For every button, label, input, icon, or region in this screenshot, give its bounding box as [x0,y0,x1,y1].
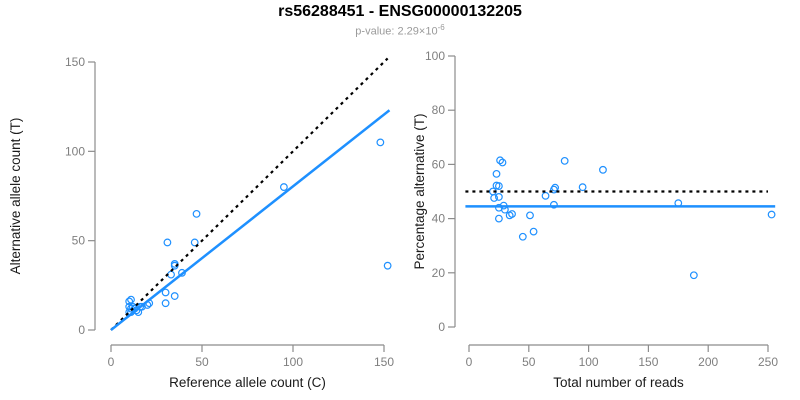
y-tick-label: 80 [432,103,446,117]
x-tick-label: 0 [466,355,473,369]
plots-row: 0 50 100 150 0 50 100 150 Reference allele count… [0,40,800,400]
data-point [125,302,134,311]
data-point [494,214,503,223]
data-point [161,288,170,297]
reads-vs-percentage-scatter-plot: 0 20 40 60 80 100 0 50 100 150 200 250 Total number … [412,49,778,390]
figure-title: rs56288451 - ENSG00000132205 [278,3,522,20]
data-point [127,304,135,313]
x-axis-title: Total number of reads [553,375,684,390]
data-point [599,165,607,174]
data-point [551,183,560,192]
data-point [127,295,135,304]
y-tick-label: 60 [432,157,446,171]
y-tick-label: 100 [65,144,85,158]
x-tick-label: 200 [698,355,718,369]
y-tick-label: 150 [65,55,85,69]
x-axis-title: Reference allele count (C) [169,375,326,390]
data-point [170,292,179,300]
data-point [170,259,179,268]
data-point [518,232,527,241]
data-point [376,138,385,147]
x-tick-label: 50 [522,355,536,369]
data-point [529,227,538,236]
y-tick-label: 0 [438,320,445,334]
data-point [560,156,569,165]
data-point [498,158,507,167]
data-point [167,270,175,279]
data-point [490,194,499,202]
data-point [578,183,587,192]
data-point [492,169,501,178]
data-point [689,271,698,280]
data-point [190,238,199,247]
data-point [125,297,134,306]
x-tick-label: 50 [195,355,209,369]
identity-line [110,57,389,331]
x-tick-label: 100 [283,355,303,369]
data-point [508,210,516,218]
y-tick-label: 50 [72,234,86,248]
y-axis-title: Percentage alternative (T) [412,113,427,269]
y-axis-title: Alternative allele count (T) [8,118,23,275]
x-tick-label: 0 [108,355,115,369]
x-tick-label: 150 [638,355,658,369]
data-point [192,209,201,218]
data-point [550,200,558,209]
data-point [280,183,288,191]
figure-header: rs56288451 - ENSG00000132205 p-value: 2.… [0,0,800,40]
data-point [496,156,504,165]
data-point [161,299,170,308]
x-tick-label: 100 [579,355,599,369]
y-tick-label: 20 [432,266,446,280]
x-tick-label: 150 [374,355,394,369]
regression-line [110,109,391,331]
y-tick-label: 100 [425,49,445,63]
pvalue-subtitle: p-value: 2.29×10-6 [0,21,800,39]
data-point [494,193,503,201]
data-point [163,238,172,247]
y-tick-label: 40 [432,212,446,226]
data-point [383,261,392,270]
data-point [550,185,558,194]
data-point [526,211,534,220]
data-point [494,182,503,190]
x-tick-label: 250 [758,355,778,369]
ref-vs-alt-scatter-plot: 0 50 100 150 0 50 100 150 Reference allele count… [8,55,394,390]
pvalue-exponent: -6 [437,23,445,32]
pvalue-text: p-value: 2.29×10 [355,25,438,38]
data-point [767,210,776,219]
data-point [541,191,550,200]
y-tick-label: 0 [78,323,85,337]
